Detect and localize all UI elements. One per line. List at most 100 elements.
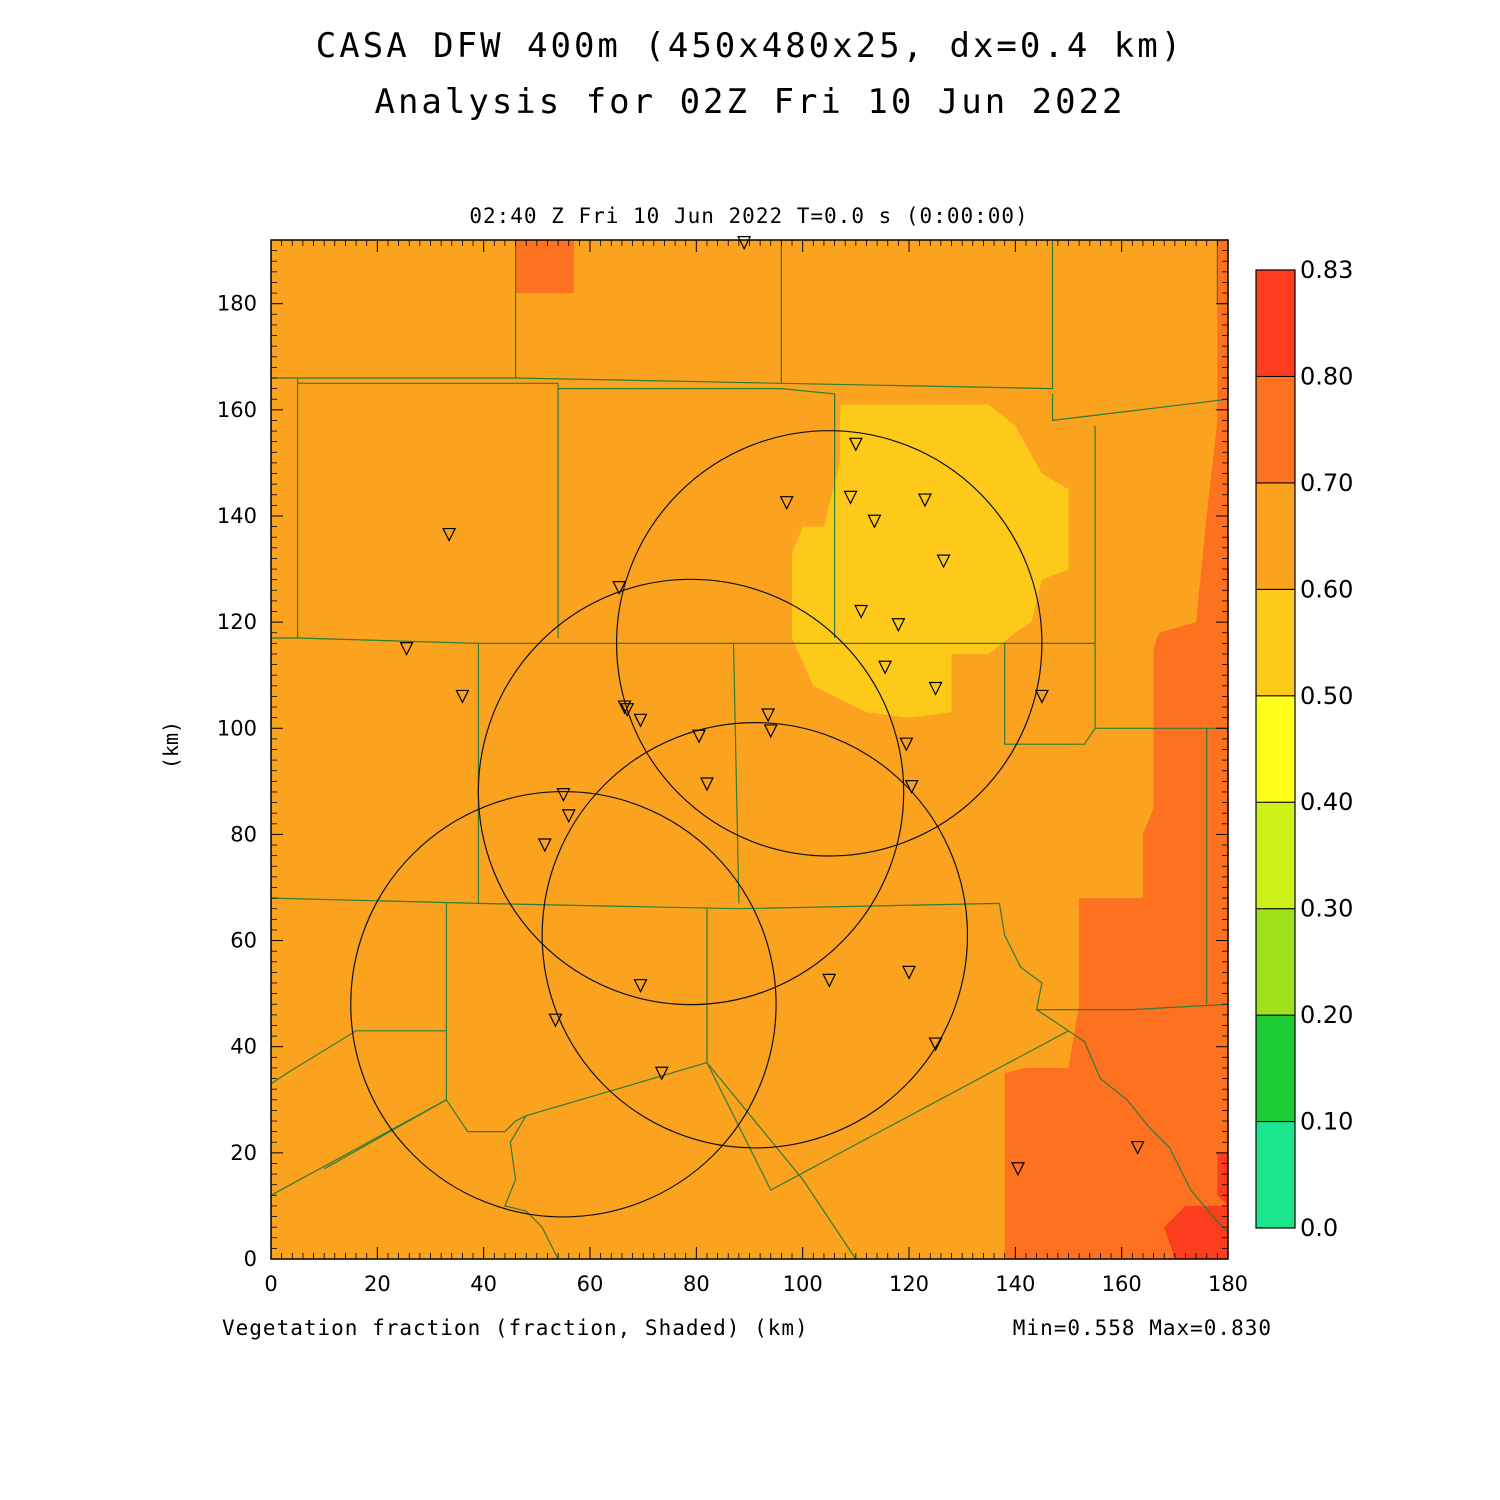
station-marker-14: [455, 689, 470, 704]
colorbar-swatch-4: [1255, 695, 1296, 803]
station-marker-18: [633, 713, 648, 728]
axis-ticks: 0 20 40 60 80 100 120 140 160 180 0 20 40 60 80 100 120 1…: [217, 239, 1248, 1296]
y-tick-label: 120: [217, 610, 257, 634]
x-tick-label: 180: [1208, 1272, 1248, 1296]
station-marker-24: [904, 780, 919, 794]
field-region-3: [1004, 240, 1228, 1259]
station-marker-33: [654, 1066, 669, 1081]
colorbar-label: 0.83: [1300, 256, 1353, 284]
radar-ring-0: [615, 430, 1043, 857]
colorbar-swatch-0: [1255, 1121, 1296, 1229]
x-tick-label: 120: [889, 1272, 929, 1296]
radar-ring-3: [350, 790, 777, 1218]
y-tick-label: 0: [244, 1247, 257, 1271]
y-tick-label: 180: [217, 292, 257, 316]
station-marker-29: [902, 965, 916, 980]
field-region-1: [792, 404, 1069, 718]
colorbar-label: 0.70: [1300, 469, 1353, 497]
y-tick-label: 40: [230, 1035, 257, 1059]
county-borders: [270, 240, 1229, 1260]
radar-range-rings: [350, 430, 1043, 1218]
colorbar: 0.0 0.10 0.20 0.30 0.40 0.50 0.60 0.70 0.80 0.83: [1255, 256, 1353, 1242]
station-marker-7: [442, 527, 457, 542]
colorbar-swatch-1: [1255, 1014, 1296, 1123]
county-line-21: [1036, 1009, 1229, 1233]
station-marker-12: [878, 660, 893, 675]
station-marker-22: [899, 737, 914, 752]
station-marker-0: [737, 236, 752, 250]
station-marker-23: [699, 777, 714, 792]
county-line-5: [297, 382, 559, 638]
station-marker-11: [399, 642, 414, 657]
station-marker-25: [556, 788, 571, 802]
y-tick-label: 100: [217, 716, 257, 740]
y-tick-label: 80: [230, 822, 257, 846]
y-axis-label: (km): [159, 721, 183, 769]
colorbar-swatch-6: [1255, 482, 1296, 590]
y-tick-label: 140: [217, 504, 257, 528]
colorbar-swatch-3: [1255, 801, 1296, 910]
radar-ring-1: [477, 578, 905, 1006]
colorbar-label: 0.80: [1300, 362, 1353, 390]
colorbar-label: 0.50: [1300, 682, 1353, 710]
station-marker-27: [537, 838, 552, 853]
field-region-5: [1217, 1152, 1228, 1206]
colorbar-label: 0.60: [1300, 575, 1353, 603]
y-tick-label: 60: [230, 929, 257, 953]
county-line-19: [706, 1062, 857, 1260]
county-line-15: [270, 1099, 447, 1196]
station-marker-2: [779, 496, 794, 511]
county-line-13: [270, 903, 447, 1085]
colorbar-label: 0.20: [1300, 1001, 1353, 1029]
colorbar-label: 0.30: [1300, 895, 1353, 923]
station-marker-34: [1011, 1162, 1025, 1177]
station-marker-21: [692, 729, 706, 744]
colorbar-label: 0.40: [1300, 788, 1353, 816]
station-marker-26: [561, 809, 576, 824]
colorbar-swatch-8: [1255, 269, 1296, 377]
station-marker-20: [763, 724, 778, 739]
station-marker-17: [620, 703, 635, 718]
county-line-3: [1051, 393, 1229, 422]
map-title: CASA DFW 400m (450x480x25, dx=0.4 km): [315, 26, 1185, 66]
station-marker-13: [928, 681, 943, 696]
colorbar-swatch-5: [1255, 588, 1296, 697]
station-marker-31: [548, 1013, 563, 1028]
x-tick-label: 0: [264, 1272, 277, 1296]
field-region-4: [1164, 1205, 1228, 1259]
radar-ring-2: [541, 721, 969, 1149]
field-description: Vegetation fraction (fraction, Shaded) (…: [222, 1316, 809, 1340]
county-line-6: [558, 388, 836, 638]
map-subtitle: Analysis for 02Z Fri 10 Jun 2022: [374, 82, 1126, 122]
x-tick-label: 100: [783, 1272, 823, 1296]
x-tick-label: 160: [1102, 1272, 1142, 1296]
x-tick-label: 20: [364, 1272, 391, 1296]
station-markers: [399, 236, 1145, 1177]
colorbar-label: 0.0: [1300, 1214, 1338, 1242]
county-line-2: [781, 240, 1054, 390]
county-line-10: [732, 643, 740, 904]
county-line-16: [445, 1099, 559, 1260]
station-marker-8: [612, 581, 627, 595]
min-max-readout: Min=0.558 Max=0.830: [1012, 1316, 1272, 1340]
shaded-field: [271, 240, 1228, 1259]
field-region-2: [515, 240, 574, 294]
x-tick-label: 140: [995, 1272, 1035, 1296]
colorbar-swatch-2: [1255, 908, 1296, 1016]
station-marker-16: [617, 700, 632, 715]
y-tick-label: 20: [230, 1141, 257, 1165]
station-marker-1: [848, 437, 863, 452]
x-tick-label: 40: [470, 1272, 497, 1296]
station-marker-9: [854, 604, 869, 619]
x-tick-label: 60: [577, 1272, 604, 1296]
county-line-18: [706, 1030, 1069, 1191]
county-line-11: [1004, 643, 1096, 745]
station-marker-28: [822, 973, 837, 988]
station-marker-4: [917, 493, 932, 508]
colorbar-frame: [1255, 269, 1296, 1229]
station-marker-19: [761, 708, 776, 723]
station-marker-32: [928, 1037, 943, 1052]
valid-time-label: 02:40 Z Fri 10 Jun 2022 T=0.0 s (0:00:00…: [469, 204, 1029, 228]
station-marker-10: [891, 618, 906, 633]
